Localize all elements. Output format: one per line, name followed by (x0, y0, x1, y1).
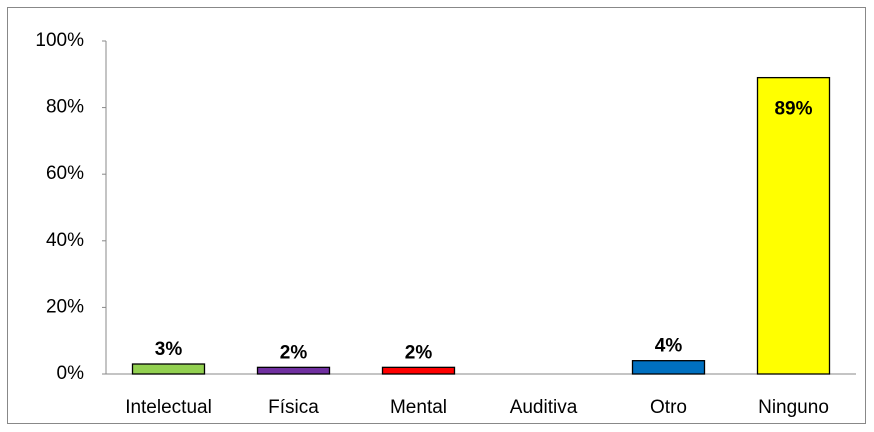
bar (131, 363, 206, 375)
x-tick-label: Intelectual (125, 397, 212, 418)
data-label: 89% (774, 99, 812, 120)
y-tick-label: 60% (46, 163, 84, 184)
x-tick-label: Auditiva (510, 397, 578, 418)
x-tick-label: Ninguno (758, 397, 829, 418)
data-label: 2% (280, 342, 308, 363)
bar (381, 366, 456, 375)
x-tick-label: Otro (650, 397, 687, 418)
data-label: 2% (405, 342, 433, 363)
bar (256, 366, 331, 375)
x-tick-label: Mental (390, 397, 447, 418)
y-tick-label: 20% (46, 296, 84, 317)
data-label: 4% (655, 336, 683, 357)
y-tick-label: 100% (35, 30, 84, 51)
y-tick-label: 80% (46, 97, 84, 118)
y-tick-label: 0% (57, 363, 85, 384)
x-tick-label: Física (268, 397, 319, 418)
bar (756, 76, 831, 375)
chart-border (7, 7, 866, 424)
bar (631, 360, 706, 375)
y-tick-label: 40% (46, 230, 84, 251)
data-label: 3% (155, 339, 183, 360)
